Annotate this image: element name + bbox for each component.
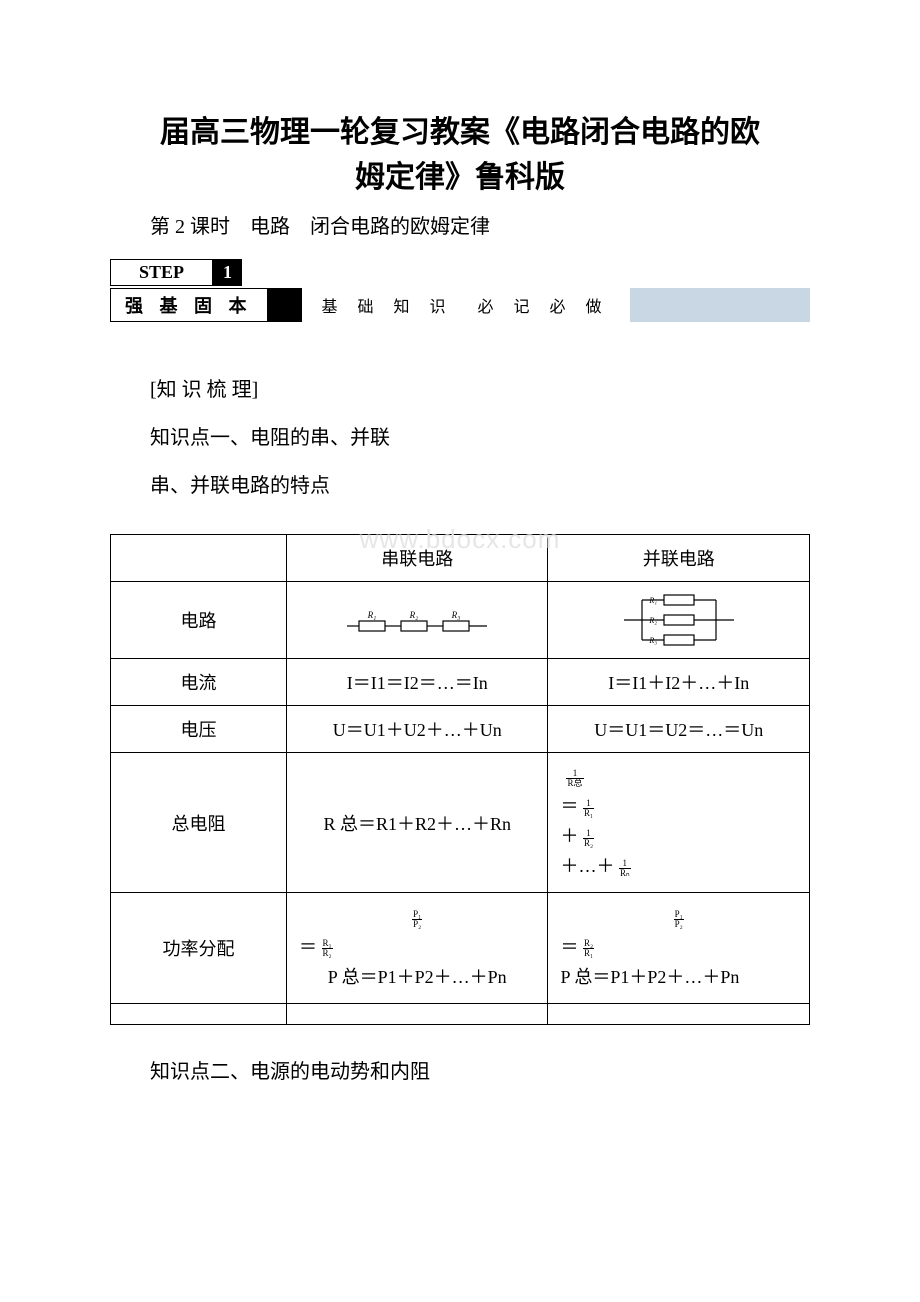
frac-d: R总 <box>566 779 583 788</box>
parallel-power-frac1: P₁P₂ <box>560 907 797 928</box>
series-power-frac1: P₁P₂ <box>299 907 535 928</box>
empty-cell <box>548 1003 810 1024</box>
frac-d: R₂ <box>322 949 333 958</box>
parallel-current: I＝I1＋I2＋…＋In <box>548 659 810 706</box>
title-line1: 届高三物理一轮复习教案《电路闭合电路的欧 <box>160 116 760 149</box>
parallel-circuit-icon: R₁ R₂ R₃ <box>624 592 734 648</box>
frac-d: R₁ <box>583 809 594 818</box>
series-power-eq: ＝ R₁R₂ <box>299 933 535 959</box>
frac-d: R₂ <box>583 839 594 848</box>
row-circuit-label: 电路 <box>111 582 287 659</box>
col-series-header: 串联电路 <box>287 535 548 582</box>
parallel-power: P₁P₂ ＝ R₂R₁ P 总＝P1＋P2＋…＋Pn <box>548 893 810 1003</box>
table-row: 电压 U＝U1＋U2＋…＋Un U＝U1＝U2＝…＝Un <box>111 706 810 753</box>
heading-topic2: 知识点二、电源的电动势和内阻 <box>150 1055 810 1084</box>
heading-topic1-sub: 串、并联电路的特点 <box>150 468 810 504</box>
parallel-r-plus: ＋ 1R₂ <box>560 822 797 848</box>
table-row: 串联电路 并联电路 <box>111 535 810 582</box>
parallel-power-eq: ＝ R₂R₁ <box>560 933 797 959</box>
frac-d: P₂ <box>674 920 684 929</box>
cell-blank <box>111 535 287 582</box>
comparison-table: 串联电路 并联电路 电路 R₁ R₂ R₃ <box>110 534 810 1025</box>
svg-text:R₃: R₃ <box>648 636 657 645</box>
empty-cell <box>287 1003 548 1024</box>
series-current: I＝I1＝I2＝…＝In <box>287 659 548 706</box>
banner-gap <box>268 288 302 322</box>
op-eq: ＝ <box>299 937 317 957</box>
col-parallel-header: 并联电路 <box>548 535 810 582</box>
row-current-label: 电流 <box>111 659 287 706</box>
svg-text:R₂: R₂ <box>648 616 657 625</box>
table-row: 电路 R₁ R₂ R₃ <box>111 582 810 659</box>
series-circuit-icon: R₁ R₂ R₃ <box>347 606 487 634</box>
series-voltage-text: U＝U1＋U2＋…＋Un <box>299 716 535 742</box>
row-resistance-label: 总电阻 <box>111 753 287 893</box>
svg-text:R₂: R₂ <box>409 610 419 620</box>
series-power: P₁P₂ ＝ R₁R₂ P 总＝P1＋P2＋…＋Pn <box>287 893 548 1003</box>
row-voltage-label: 电压 <box>111 706 287 753</box>
parallel-resistance: 1R总 ＝ 1R₁ ＋ 1R₂ ＋…＋ 1Rₙ <box>548 753 810 893</box>
banner-right: 基 础 知 识 必 记 必 做 <box>302 288 630 322</box>
svg-text:R₃: R₃ <box>451 610 461 620</box>
table-row: 电流 I＝I1＝I2＝…＝In I＝I1＋I2＋…＋In <box>111 659 810 706</box>
step-label: STEP <box>110 259 213 286</box>
series-circuit-diagram: R₁ R₂ R₃ <box>287 582 548 659</box>
lesson-line: 第 2 课时 电路 闭合电路的欧姆定律 <box>150 210 810 239</box>
op-dotsplus: ＋…＋ <box>560 856 614 876</box>
step-number: 1 <box>213 259 242 286</box>
banner-bar <box>630 288 810 322</box>
parallel-voltage-text: U＝U1＝U2＝…＝Un <box>560 716 797 742</box>
parallel-r-eq: ＝ 1R₁ <box>560 792 797 818</box>
heading-knowledge: [知 识 梳 理] <box>150 372 810 408</box>
parallel-power-total: P 总＝P1＋P2＋…＋Pn <box>560 963 797 989</box>
parallel-circuit-diagram: R₁ R₂ R₃ <box>548 582 810 659</box>
table-row: 总电阻 R 总＝R1＋R2＋…＋Rn 1R总 ＝ 1R₁ <box>111 753 810 893</box>
title-line2: 姆定律》鲁科版 <box>355 161 565 194</box>
svg-text:R₁: R₁ <box>367 610 377 620</box>
parallel-r-dots: ＋…＋ 1Rₙ <box>560 852 797 878</box>
empty-cell <box>111 1003 287 1024</box>
frac-d: Rₙ <box>619 869 631 878</box>
table-row <box>111 1003 810 1024</box>
op-eq: ＝ <box>560 937 578 957</box>
parallel-voltage: U＝U1＝U2＝…＝Un <box>548 706 810 753</box>
series-power-total: P 总＝P1＋P2＋…＋Pn <box>299 963 535 989</box>
parallel-r-frac1: 1R总 <box>560 767 797 788</box>
row-power-label: 功率分配 <box>111 893 287 1003</box>
step-banner: STEP 1 强 基 固 本 基 础 知 识 必 记 必 做 <box>110 259 810 322</box>
heading-topic1: 知识点一、电阻的串、并联 <box>150 420 810 456</box>
frac-d: P₂ <box>412 920 422 929</box>
banner-left: 强 基 固 本 <box>110 288 268 322</box>
frac-d: R₁ <box>583 949 594 958</box>
page-title: 届高三物理一轮复习教案《电路闭合电路的欧 姆定律》鲁科版 <box>110 110 810 200</box>
series-resistance: R 总＝R1＋R2＋…＋Rn <box>287 753 548 893</box>
op-eq: ＝ <box>560 796 578 816</box>
table-row: 功率分配 P₁P₂ ＝ R₁R₂ P 总＝P1＋P2＋…＋Pn <box>111 893 810 1003</box>
series-voltage: U＝U1＋U2＋…＋Un <box>287 706 548 753</box>
series-resistance-text: R 总＝R1＋R2＋…＋Rn <box>299 810 535 836</box>
svg-text:R₁: R₁ <box>648 596 657 605</box>
op-plus: ＋ <box>560 826 578 846</box>
